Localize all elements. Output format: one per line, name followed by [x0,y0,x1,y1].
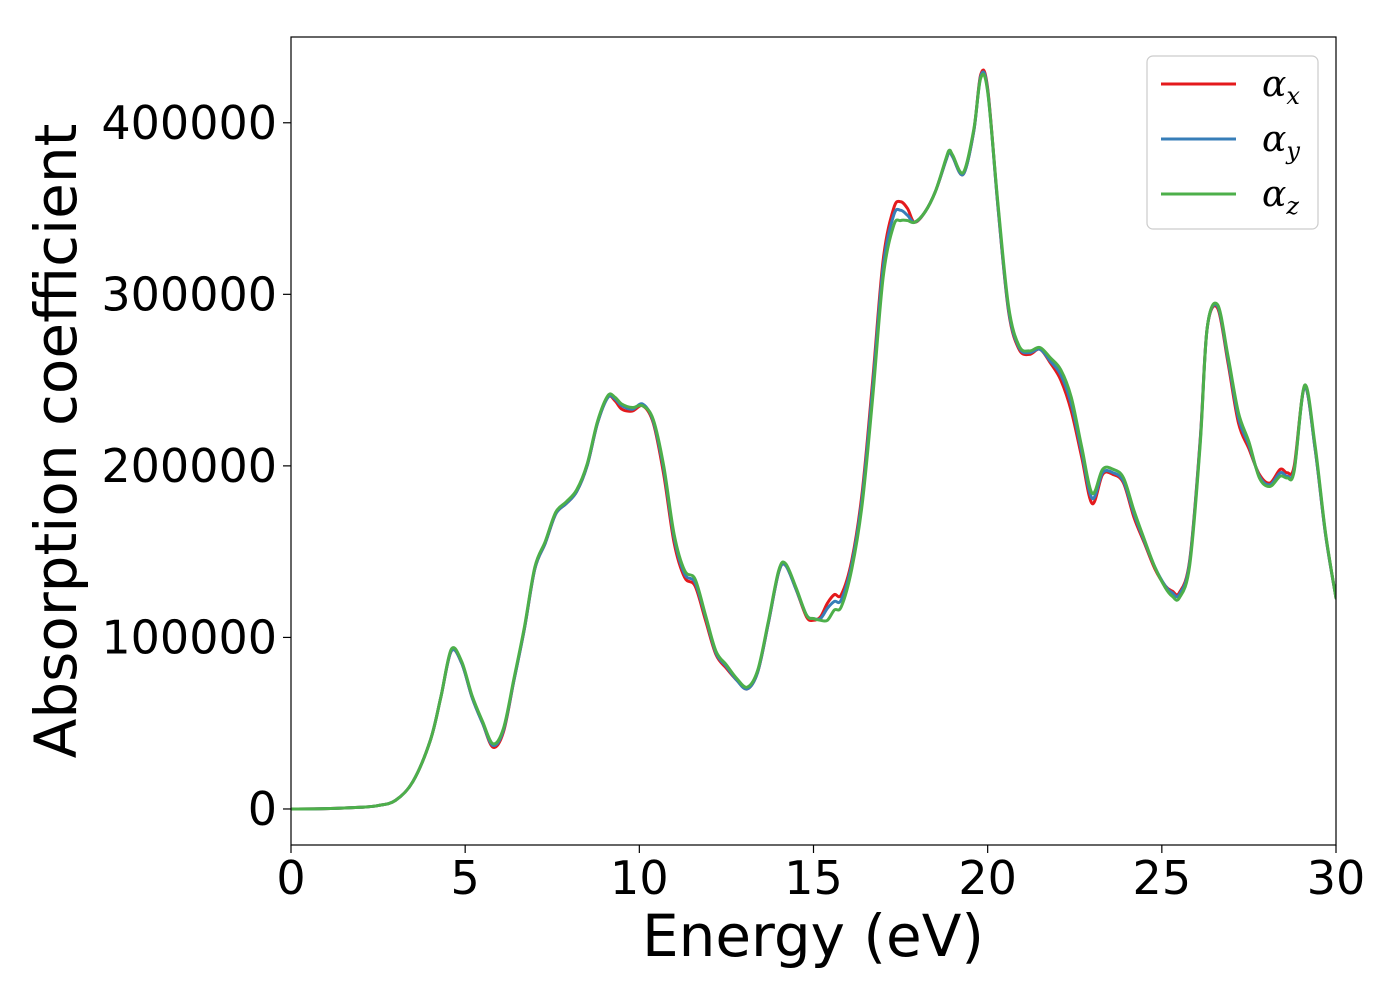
y-axis-label: Absorption coefficient [22,124,90,759]
legend-box [1146,55,1319,230]
x-axis-label: Energy (eV) [642,902,984,970]
x-tick-label: 20 [958,851,1017,905]
x-tick-label: 10 [610,851,669,905]
x-tick-label: 30 [1307,851,1366,905]
y-tick-label: 100000 [101,610,277,664]
y-tick-label: 300000 [101,267,277,321]
y-tick-label: 200000 [101,439,277,493]
y-tick-label: 400000 [101,96,277,150]
x-tick-label: 25 [1133,851,1192,905]
x-tick-label: 15 [784,851,843,905]
x-axis-ticks: 0 5 10 15 20 25 30 [276,845,1365,905]
series-line-z [291,72,1336,811]
y-axis-ticks: 0 100000 200000 300000 400000 [101,96,291,836]
x-tick-label: 0 [276,851,305,905]
y-tick-label: 0 [248,782,277,836]
series-lines [291,68,1336,811]
x-tick-label: 5 [451,851,480,905]
